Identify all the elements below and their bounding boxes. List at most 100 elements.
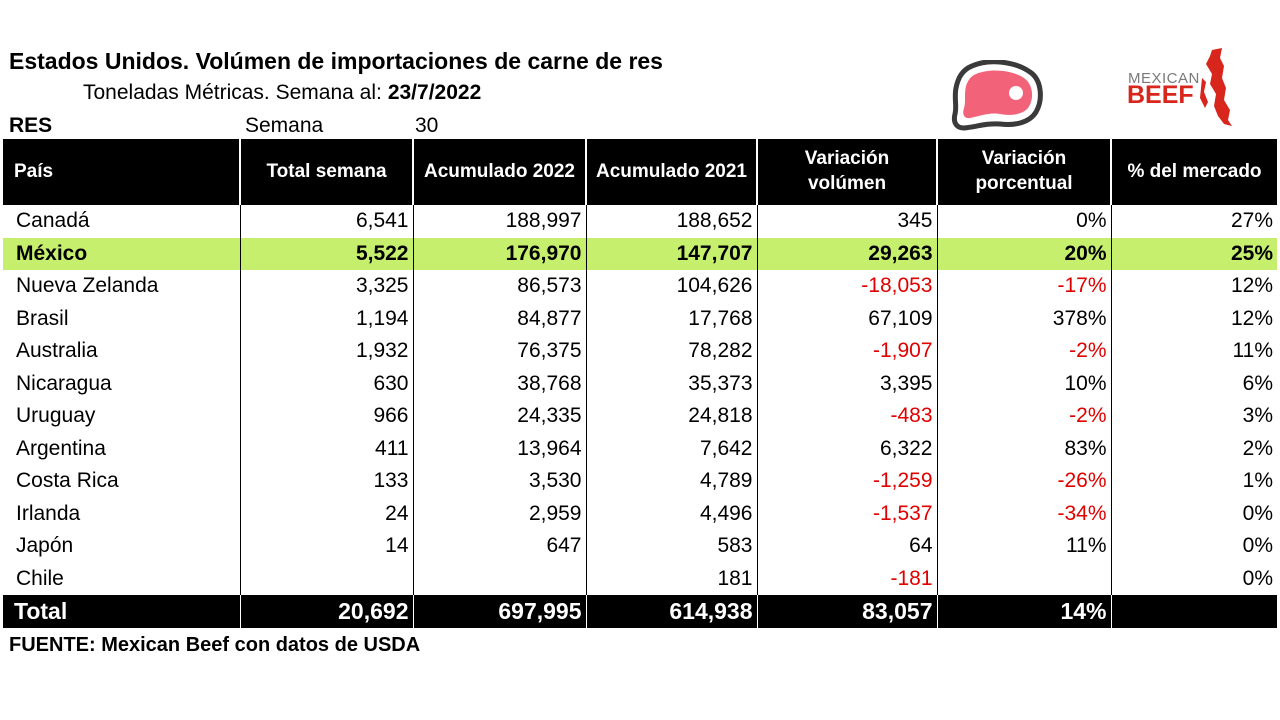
cell-volume-change: -18,053	[756, 270, 937, 303]
cell-market-share: 11%	[1110, 335, 1277, 368]
header-country: País	[3, 139, 240, 205]
mexican-beef-logo: MEXICAN BEEF	[1124, 48, 1236, 128]
source-note: FUENTE: Mexican Beef con datos de USDA	[9, 634, 421, 656]
cell-market-share: 12%	[1110, 302, 1277, 335]
total-percent-change: 14%	[936, 595, 1111, 628]
cell-market-share: 3%	[1110, 400, 1277, 433]
total-accum-2021: 614,938	[585, 595, 757, 628]
imports-table: País Total semana Acumulado 2022 Acumula…	[3, 139, 1277, 628]
cell-volume-change: 67,109	[756, 302, 937, 335]
table-row: Costa Rica 133 3,530 4,789 -1,259 -26% 1%	[3, 465, 1277, 498]
cell-market-share: 6%	[1110, 367, 1277, 400]
header-week-total: Total semana	[239, 139, 413, 205]
cell-market-share: 27%	[1110, 205, 1277, 238]
cell-accum-2022: 2,959	[412, 497, 586, 530]
subtitle-label: Toneladas Métricas. Semana al:	[83, 81, 382, 104]
cell-market-share: 1%	[1110, 465, 1277, 498]
total-label: Total	[3, 595, 240, 628]
cell-accum-2021: 17,768	[585, 302, 757, 335]
table-row: Chile 181 -181 0%	[3, 562, 1277, 595]
cell-accum-2022: 86,573	[412, 270, 586, 303]
page-title: Estados Unidos. Volúmen de importaciones…	[9, 48, 663, 74]
total-row: Total 20,692 697,995 614,938 83,057 14%	[3, 595, 1277, 628]
cell-market-share: 25%	[1110, 237, 1277, 270]
cell-market-share: 12%	[1110, 270, 1277, 303]
cell-accum-2021: 7,642	[585, 432, 757, 465]
header-volume-change: Variación volúmen	[756, 139, 937, 205]
cell-percent-change: 0%	[936, 205, 1111, 238]
cell-accum-2021: 583	[585, 530, 757, 563]
cell-accum-2021: 188,652	[585, 205, 757, 238]
total-volume-change: 83,057	[756, 595, 937, 628]
cell-percent-change: -34%	[936, 497, 1111, 530]
cell-country: México	[3, 237, 240, 270]
cell-accum-2022: 176,970	[412, 237, 586, 270]
cell-week-total: 411	[239, 432, 413, 465]
cell-accum-2021: 147,707	[585, 237, 757, 270]
cell-market-share: 0%	[1110, 530, 1277, 563]
cell-week-total: 1,194	[239, 302, 413, 335]
total-accum-2022: 697,995	[412, 595, 586, 628]
cell-accum-2021: 24,818	[585, 400, 757, 433]
cell-week-total: 14	[239, 530, 413, 563]
week-label: Semana	[245, 114, 324, 137]
cell-country: Uruguay	[16, 404, 96, 428]
cell-accum-2021: 35,373	[585, 367, 757, 400]
cell-percent-change: -26%	[936, 465, 1111, 498]
week-number: 30	[415, 114, 439, 137]
cell-accum-2022: 3,530	[412, 465, 586, 498]
header-accum-2022: Acumulado 2022	[412, 139, 586, 205]
header-market-share: % del mercado	[1110, 139, 1277, 205]
cell-accum-2022: 84,877	[412, 302, 586, 335]
res-label: RES	[9, 114, 53, 137]
table-row: Nueva Zelanda 3,325 86,573 104,626 -18,053 -1…	[3, 270, 1277, 303]
cell-country: Nueva Zelanda	[16, 274, 159, 298]
cell-volume-change: -181	[756, 562, 937, 595]
cell-volume-change: 345	[756, 205, 937, 238]
cell-market-share: 0%	[1110, 497, 1277, 530]
header-percent-change: Variación porcentual	[936, 139, 1111, 205]
cell-country: Costa Rica	[16, 469, 119, 493]
subtitle: Toneladas Métricas. Semana al: 23/7/2022	[83, 81, 481, 105]
table-row: Argentina 411 13,964 7,642 6,322 83% 2%	[3, 432, 1277, 465]
cell-accum-2021: 4,496	[585, 497, 757, 530]
cell-country: Brasil	[16, 306, 69, 330]
cell-week-total: 133	[239, 465, 413, 498]
cell-accum-2021: 78,282	[585, 335, 757, 368]
cell-percent-change: 11%	[936, 530, 1111, 563]
cell-accum-2022: 76,375	[412, 335, 586, 368]
cell-volume-change: -1,907	[756, 335, 937, 368]
cell-volume-change: -1,259	[756, 465, 937, 498]
cell-country: Canadá	[16, 209, 90, 233]
cell-week-total: 6,541	[239, 205, 413, 238]
cell-percent-change	[936, 562, 1111, 595]
cell-accum-2021: 104,626	[585, 270, 757, 303]
cell-week-total	[239, 562, 413, 595]
cell-week-total: 5,522	[239, 237, 413, 270]
cell-volume-change: 3,395	[756, 367, 937, 400]
cell-week-total: 630	[239, 367, 413, 400]
table-row: Nicaragua 630 38,768 35,373 3,395 10% 6%	[3, 367, 1277, 400]
mexico-map-icon	[1200, 48, 1232, 126]
cell-accum-2022: 647	[412, 530, 586, 563]
cell-week-total: 1,932	[239, 335, 413, 368]
cell-percent-change: 20%	[936, 237, 1111, 270]
cell-percent-change: -2%	[936, 335, 1111, 368]
cell-country: Argentina	[16, 436, 106, 460]
cell-country: Irlanda	[16, 501, 81, 525]
cell-volume-change: -1,537	[756, 497, 937, 530]
cell-week-total: 3,325	[239, 270, 413, 303]
cell-week-total: 966	[239, 400, 413, 433]
cell-volume-change: 29,263	[756, 237, 937, 270]
cell-volume-change: 64	[756, 530, 937, 563]
table-row: Brasil 1,194 84,877 17,768 67,109 378% 12%	[3, 302, 1277, 335]
cell-volume-change: 6,322	[756, 432, 937, 465]
cell-country: Chile	[16, 566, 64, 590]
cell-accum-2021: 181	[585, 562, 757, 595]
cell-volume-change: -483	[756, 400, 937, 433]
total-market-share	[1110, 595, 1277, 628]
cell-percent-change: 10%	[936, 367, 1111, 400]
cell-percent-change: 83%	[936, 432, 1111, 465]
cell-week-total: 24	[239, 497, 413, 530]
cell-country: Nicaragua	[16, 371, 112, 395]
